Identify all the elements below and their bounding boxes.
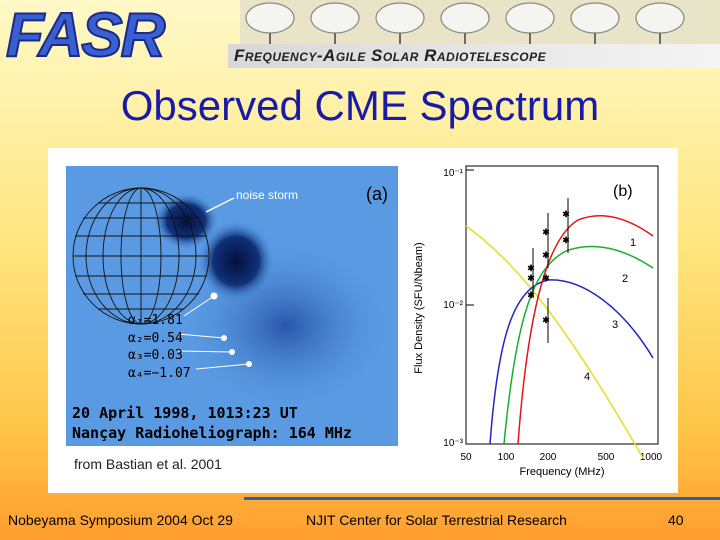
footer-left: Nobeyama Symposium 2004 Oct 29 bbox=[8, 512, 233, 528]
alpha-3: α₃=0.03 bbox=[128, 348, 183, 363]
data-point: * bbox=[543, 273, 549, 287]
data-point: * bbox=[543, 227, 549, 241]
x-axis-label: Frequency (MHz) bbox=[520, 466, 605, 478]
x-tick-100: 100 bbox=[498, 452, 515, 463]
alpha-2: α₂=0.54 bbox=[128, 331, 183, 346]
data-point: * bbox=[563, 235, 569, 249]
y-axis-label: Flux Density (SFU/Nbeam) bbox=[413, 242, 425, 373]
x-tick-200: 200 bbox=[540, 452, 557, 463]
data-point: * bbox=[543, 315, 549, 329]
noise-storm-label: noise storm bbox=[236, 188, 298, 202]
x-tick-50: 50 bbox=[460, 452, 472, 463]
footer-divider bbox=[244, 497, 720, 500]
date-line: 20 April 1998, 1013:23 UT bbox=[72, 404, 298, 422]
panel-b-label: (b) bbox=[613, 183, 633, 200]
curve-label-1: 1 bbox=[630, 237, 636, 249]
header: FASR Frequency-Agile Solar Radiotelescop… bbox=[0, 0, 720, 75]
data-point: * bbox=[528, 290, 534, 304]
alpha-4: α₄=−1.07 bbox=[128, 366, 191, 381]
figure-caption: from Bastian et al. 2001 bbox=[74, 456, 222, 472]
data-point: * bbox=[543, 250, 549, 264]
page-number: 40 bbox=[668, 512, 684, 528]
footer-center: NJIT Center for Solar Terrestrial Resear… bbox=[306, 512, 567, 528]
fasr-logo: FASR bbox=[5, 0, 166, 71]
data-point: * bbox=[528, 263, 534, 277]
curve-1-red bbox=[517, 214, 654, 445]
alpha-1: α₁=1.81 bbox=[128, 313, 183, 328]
y-tick-2: 10⁻² bbox=[443, 300, 463, 311]
figure: noise storm (a) α₁=1.81 α₂=0.54 α₃=0.03 … bbox=[48, 148, 678, 493]
curve-label-4: 4 bbox=[584, 371, 590, 383]
x-tick-500: 500 bbox=[598, 452, 615, 463]
y-tick-3: 10⁻³ bbox=[443, 438, 463, 449]
radioheliograph-image: noise storm (a) α₁=1.81 α₂=0.54 α₃=0.03 … bbox=[66, 166, 398, 446]
spectrum-plot: 10⁻¹ 10⁻² 10⁻³ 50 100 200 500 1000 Frequ… bbox=[413, 165, 663, 478]
curve-label-3: 3 bbox=[612, 319, 618, 331]
curve-label-2: 2 bbox=[622, 273, 628, 285]
y-tick-1: 10⁻¹ bbox=[443, 168, 463, 179]
instrument-line: Nançay Radioheliograph: 164 MHz bbox=[72, 424, 352, 442]
radio-dishes-banner bbox=[240, 0, 720, 45]
curve-3-blue bbox=[489, 279, 654, 445]
panel-a-label: (a) bbox=[366, 184, 388, 204]
radio-image-svg: noise storm (a) α₁=1.81 α₂=0.54 α₃=0.03 … bbox=[66, 166, 398, 446]
data-point: * bbox=[563, 209, 569, 223]
curve-2-green bbox=[503, 245, 654, 445]
x-tick-1000: 1000 bbox=[640, 452, 663, 463]
data-point: * bbox=[528, 273, 534, 287]
curve-4-yellow bbox=[465, 225, 644, 459]
slide-title: Observed CME Spectrum bbox=[120, 82, 600, 129]
header-subtitle: Frequency-Agile Solar Radiotelescope bbox=[228, 44, 720, 68]
